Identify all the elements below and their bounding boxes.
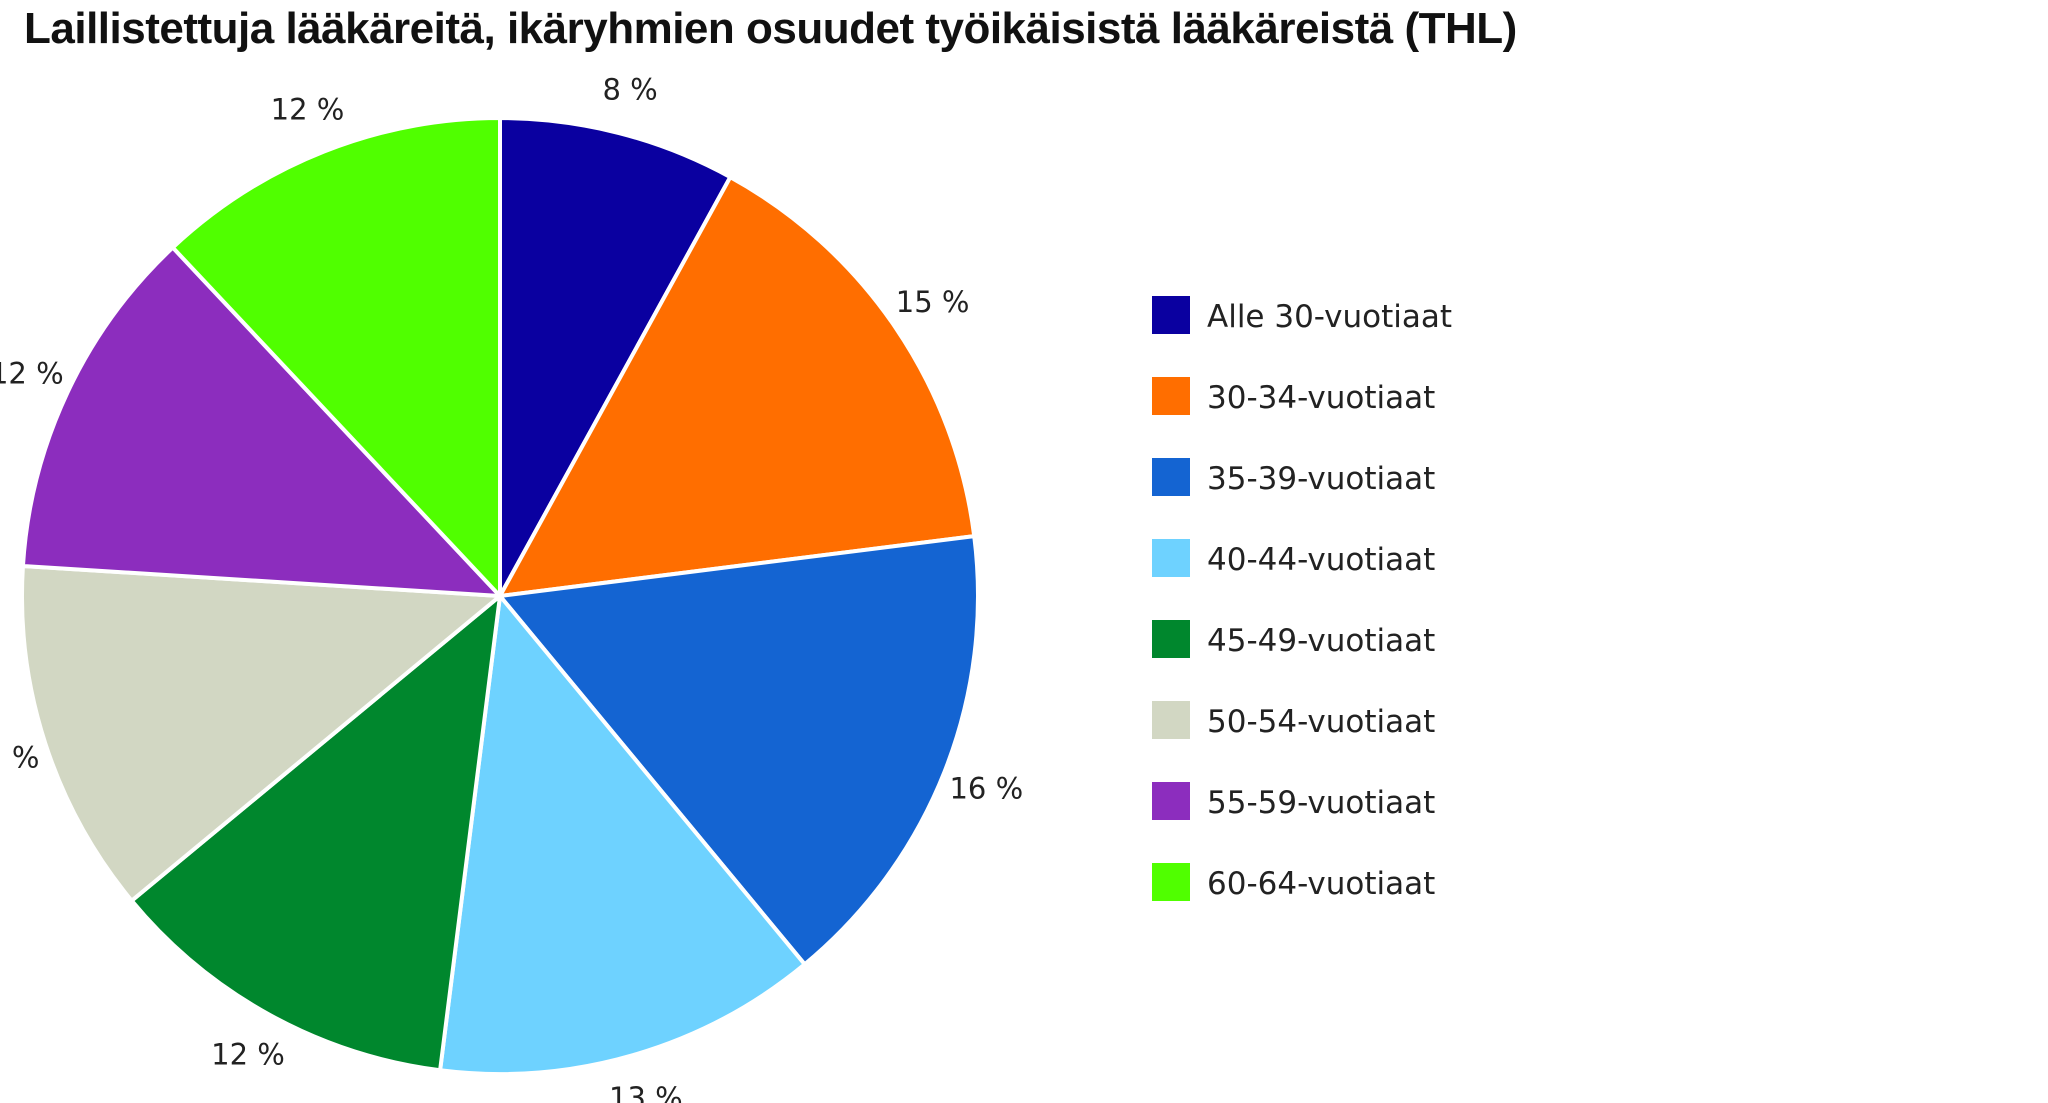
data-label-50-54-vuotiaat: 12 % (0, 741, 39, 775)
legend-swatch (1152, 782, 1190, 820)
legend-item-30-34-vuotiaat: 30-34-vuotiaat (1152, 377, 1435, 416)
legend-item-50-54-vuotiaat: 50-54-vuotiaat (1152, 701, 1435, 740)
legend-swatch (1152, 701, 1190, 739)
legend-label: 50-54-vuotiaat (1207, 704, 1435, 740)
legend-swatch (1152, 863, 1190, 901)
legend-label: 55-59-vuotiaat (1207, 785, 1435, 821)
legend-item-55-59-vuotiaat: 55-59-vuotiaat (1152, 782, 1435, 821)
pie-slice-50-54-vuotiaat (20, 563, 502, 903)
data-label-alle-30-vuotiaat: 8 % (602, 72, 657, 106)
legend-swatch (1152, 620, 1190, 658)
pie-slice-55-59-vuotiaat (20, 245, 502, 598)
legend-item-35-39-vuotiaat: 35-39-vuotiaat (1152, 458, 1435, 497)
pie-slice-40-44-vuotiaat (438, 594, 807, 1076)
legend-label: 35-39-vuotiaat (1207, 461, 1435, 497)
legend-label: 40-44-vuotiaat (1207, 542, 1435, 578)
legend-label: 30-34-vuotiaat (1207, 380, 1435, 416)
data-label-35-39-vuotiaat: 16 % (949, 772, 1023, 806)
legend: Alle 30-vuotiaat 30-34-vuotiaat 35-39-vuot… (1152, 296, 1452, 902)
legend-item-40-44-vuotiaat: 40-44-vuotiaat (1152, 539, 1435, 578)
legend-swatch (1152, 458, 1190, 496)
legend-item-alle-30-vuotiaat: Alle 30-vuotiaat (1152, 296, 1452, 335)
data-label-40-44-vuotiaat: 13 % (609, 1081, 683, 1103)
pie-slices (20, 116, 980, 1076)
pie-slice-35-39-vuotiaat (498, 534, 980, 967)
chart-title: Laillistettuja lääkäreitä, ikäryhmien os… (24, 4, 1517, 53)
data-label-45-49-vuotiaat: 12 % (211, 1037, 285, 1071)
legend-swatch (1152, 539, 1190, 577)
legend-label: Alle 30-vuotiaat (1207, 299, 1452, 335)
data-label-30-34-vuotiaat: 15 % (896, 285, 970, 319)
pie-slice-45-49-vuotiaat (129, 594, 502, 1073)
legend-label: 60-64-vuotiaat (1207, 866, 1435, 902)
legend-label: 45-49-vuotiaat (1207, 623, 1435, 659)
legend-item-45-49-vuotiaat: 45-49-vuotiaat (1152, 620, 1435, 659)
data-label-60-64-vuotiaat: 12 % (271, 93, 345, 127)
legend-swatch (1152, 377, 1190, 415)
legend-item-60-64-vuotiaat: 60-64-vuotiaat (1152, 863, 1435, 902)
pie-slice-60-64-vuotiaat (170, 116, 502, 598)
pie-slice-30-34-vuotiaat (498, 175, 977, 598)
data-label-55-59-vuotiaat: 12 % (0, 356, 64, 390)
legend-swatch (1152, 296, 1190, 334)
pie-slice-labels: 8 % 15 % 16 % 13 % 12 % 12 % 12 % 12 % (0, 72, 1023, 1103)
pie-slice-alle-30-vuotiaat (498, 116, 733, 598)
